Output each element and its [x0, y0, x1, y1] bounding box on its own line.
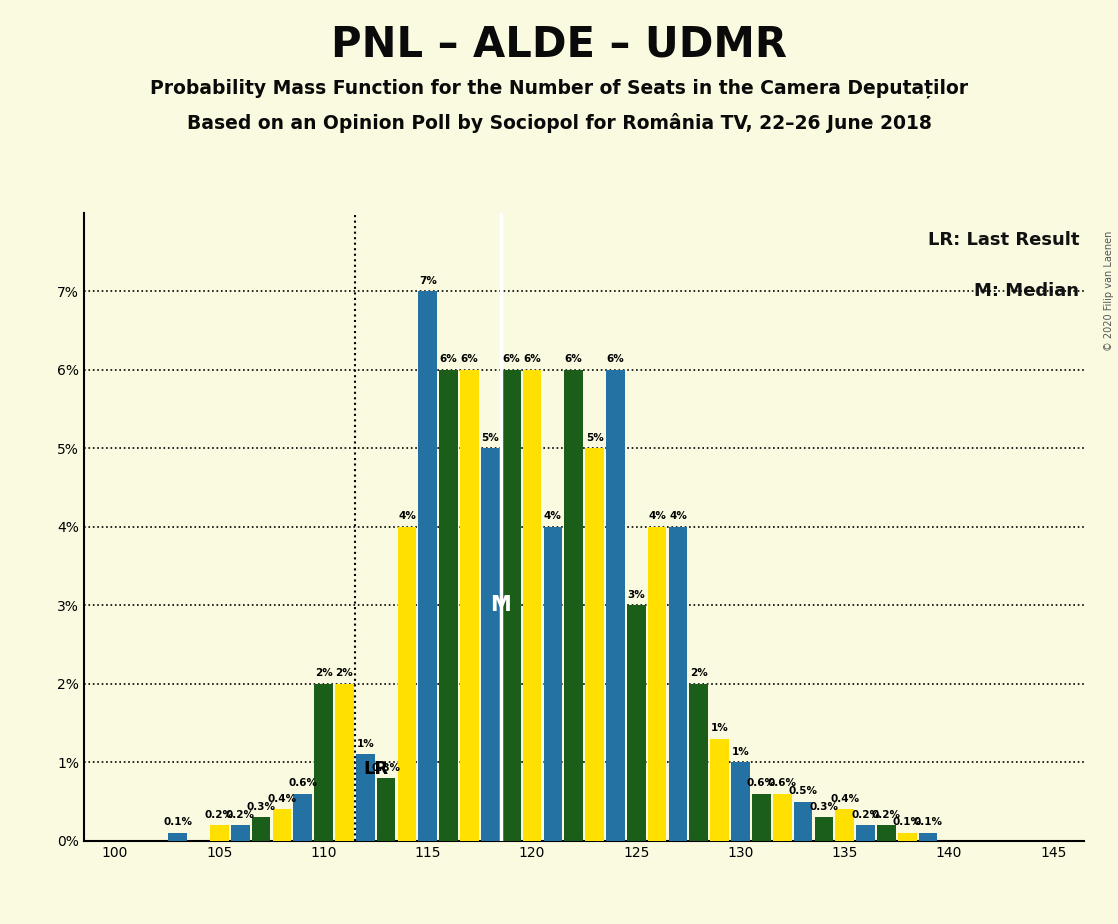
Text: 1%: 1% [731, 747, 749, 757]
Text: 5%: 5% [586, 432, 604, 443]
Bar [502, 370, 521, 841]
Bar [669, 527, 688, 841]
Text: 4%: 4% [398, 511, 416, 521]
Text: 0.3%: 0.3% [247, 802, 275, 812]
Bar [293, 794, 312, 841]
Text: 6%: 6% [502, 354, 520, 364]
Bar [647, 527, 666, 841]
Text: 0.5%: 0.5% [788, 786, 817, 796]
Text: 0.3%: 0.3% [809, 802, 838, 812]
Text: 7%: 7% [419, 275, 437, 286]
Text: 0.6%: 0.6% [288, 778, 318, 788]
Bar [418, 291, 437, 841]
Text: 1%: 1% [711, 723, 729, 734]
Text: 6%: 6% [565, 354, 582, 364]
Text: Probability Mass Function for the Number of Seats in the Camera Deputaților: Probability Mass Function for the Number… [150, 79, 968, 98]
Bar [210, 825, 229, 841]
Bar [794, 801, 813, 841]
Bar [606, 370, 625, 841]
Text: 1%: 1% [357, 739, 375, 749]
Text: 0.2%: 0.2% [205, 809, 234, 820]
Bar [815, 818, 833, 841]
Text: LR: Last Result: LR: Last Result [928, 231, 1080, 249]
Text: 3%: 3% [627, 590, 645, 600]
Bar [398, 527, 416, 841]
Text: 2%: 2% [314, 668, 332, 678]
Bar [919, 833, 938, 841]
Bar [752, 794, 770, 841]
Text: M: M [491, 595, 511, 615]
Bar [252, 818, 271, 841]
Text: 6%: 6% [439, 354, 457, 364]
Text: 0.2%: 0.2% [226, 809, 255, 820]
Bar [335, 684, 353, 841]
Text: © 2020 Filip van Laenen: © 2020 Filip van Laenen [1105, 231, 1114, 351]
Text: 4%: 4% [544, 511, 562, 521]
Text: 0.1%: 0.1% [163, 818, 192, 828]
Text: 6%: 6% [607, 354, 624, 364]
Bar [461, 370, 479, 841]
Bar [356, 754, 375, 841]
Bar [731, 762, 750, 841]
Text: 0.1%: 0.1% [893, 818, 921, 828]
Bar [585, 448, 604, 841]
Text: 0.6%: 0.6% [768, 778, 797, 788]
Text: 5%: 5% [482, 432, 500, 443]
Text: M: Median: M: Median [975, 282, 1080, 299]
Text: PNL – ALDE – UDMR: PNL – ALDE – UDMR [331, 23, 787, 65]
Text: 6%: 6% [523, 354, 541, 364]
Text: 2%: 2% [335, 668, 353, 678]
Bar [627, 605, 646, 841]
Bar [273, 809, 292, 841]
Bar [835, 809, 854, 841]
Bar [877, 825, 896, 841]
Text: 0.4%: 0.4% [831, 794, 860, 804]
Text: LR: LR [363, 760, 388, 778]
Text: 0.4%: 0.4% [267, 794, 296, 804]
Text: 0.8%: 0.8% [371, 762, 400, 772]
Text: 0.2%: 0.2% [872, 809, 901, 820]
Bar [856, 825, 875, 841]
Bar [898, 833, 917, 841]
Bar [481, 448, 500, 841]
Text: Based on an Opinion Poll by Sociopol for România TV, 22–26 June 2018: Based on an Opinion Poll by Sociopol for… [187, 113, 931, 133]
Text: 6%: 6% [461, 354, 479, 364]
Text: 4%: 4% [648, 511, 666, 521]
Bar [377, 778, 396, 841]
Bar [710, 739, 729, 841]
Text: 0.6%: 0.6% [747, 778, 776, 788]
Text: 0.1%: 0.1% [913, 818, 942, 828]
Bar [230, 825, 249, 841]
Bar [565, 370, 584, 841]
Bar [169, 833, 187, 841]
Bar [773, 794, 792, 841]
Bar [439, 370, 458, 841]
Bar [543, 527, 562, 841]
Bar [690, 684, 708, 841]
Text: 4%: 4% [669, 511, 686, 521]
Text: 0.2%: 0.2% [851, 809, 880, 820]
Bar [522, 370, 541, 841]
Text: 2%: 2% [690, 668, 708, 678]
Bar [314, 684, 333, 841]
